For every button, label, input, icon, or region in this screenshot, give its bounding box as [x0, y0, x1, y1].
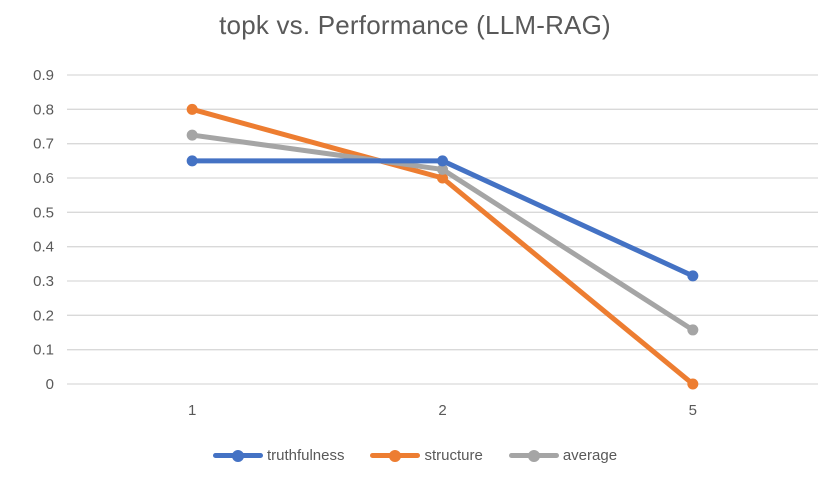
plot-area: 0 0.1 0.2 0.3 0.4 0.5 0.6 0.7 0.8 0.9 1 2 5	[33, 67, 818, 419]
legend-item-structure: structure	[370, 447, 483, 464]
legend-swatch-dot	[231, 449, 244, 462]
y-tick-label: 0.3	[33, 273, 54, 290]
y-tick-label: 0.9	[33, 67, 54, 84]
legend-item-average: average	[508, 447, 618, 464]
x-tick-label: 5	[689, 402, 697, 419]
y-tick-label: 0	[46, 376, 54, 393]
legend-label: structure	[424, 447, 483, 464]
legend-swatch-dot	[527, 449, 540, 462]
series-marker-average	[186, 129, 198, 141]
legend-swatch-line	[508, 449, 559, 462]
series-marker-truthfulness	[437, 155, 448, 167]
series-marker-average	[437, 163, 448, 175]
y-tick-label: 0.4	[33, 239, 54, 256]
legend: truthfulness structure average	[0, 447, 830, 464]
legend-label: truthfulness	[266, 447, 345, 464]
y-tick-label: 0.8	[33, 101, 54, 118]
series-marker-structure	[186, 103, 198, 115]
x-tick-label: 1	[188, 402, 196, 419]
legend-swatch-line	[370, 449, 421, 462]
series-marker-structure	[687, 378, 699, 390]
y-tick-label: 0.1	[33, 342, 54, 359]
y-tick-label: 0.5	[33, 204, 54, 221]
series-marker-average	[687, 324, 699, 336]
x-tick-label: 2	[438, 402, 446, 419]
y-tick-label: 0.7	[33, 136, 54, 153]
series-marker-structure	[437, 172, 448, 184]
legend-swatch-line	[212, 449, 263, 462]
series-marker-truthfulness	[186, 155, 198, 167]
legend-swatch-dot	[389, 449, 402, 462]
series-marker-truthfulness	[687, 270, 699, 282]
y-tick-label: 0.2	[33, 307, 54, 324]
y-tick-label: 0.6	[33, 170, 54, 187]
chart-title: topk vs. Performance (LLM-RAG)	[219, 10, 611, 40]
legend-label: average	[562, 447, 618, 464]
legend-item-truthfulness: truthfulness	[212, 447, 345, 464]
